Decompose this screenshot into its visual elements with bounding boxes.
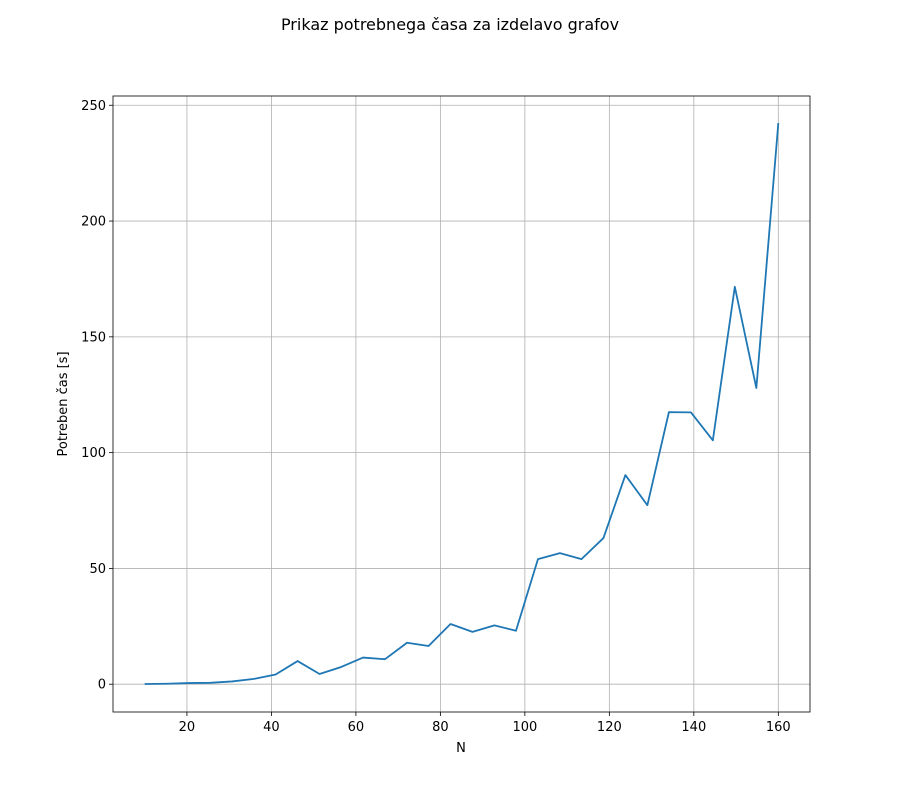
- x-tick-label: 40: [263, 720, 280, 735]
- x-tick-label: 160: [766, 720, 791, 735]
- y-tick-label: 50: [89, 562, 106, 577]
- y-tick-label: 250: [81, 99, 106, 114]
- chart-title: Prikaz potrebnega časa za izdelavo grafo…: [281, 15, 619, 34]
- x-tick-label: 120: [597, 720, 622, 735]
- series-group: [144, 123, 780, 685]
- y-axis: 0 50 100 150 200 250: [81, 99, 113, 693]
- x-tick-label: 20: [179, 720, 196, 735]
- y-tick-label: 150: [81, 330, 106, 345]
- x-axis-label: N: [456, 741, 466, 756]
- plot-frame: [112, 95, 811, 713]
- x-tick-label: 100: [512, 720, 537, 735]
- x-tick-label: 140: [681, 720, 706, 735]
- y-tick-label: 100: [81, 446, 106, 461]
- x-axis: 20 40 60 80 100 120 140 160: [179, 712, 791, 735]
- x-tick-label: 60: [348, 720, 365, 735]
- series-line: [144, 123, 780, 685]
- y-axis-label: Potreben čas [s]: [56, 351, 71, 456]
- y-tick-label: 200: [81, 215, 106, 230]
- y-tick-label: 0: [98, 678, 106, 693]
- grid: [113, 96, 810, 712]
- x-tick-label: 80: [432, 720, 449, 735]
